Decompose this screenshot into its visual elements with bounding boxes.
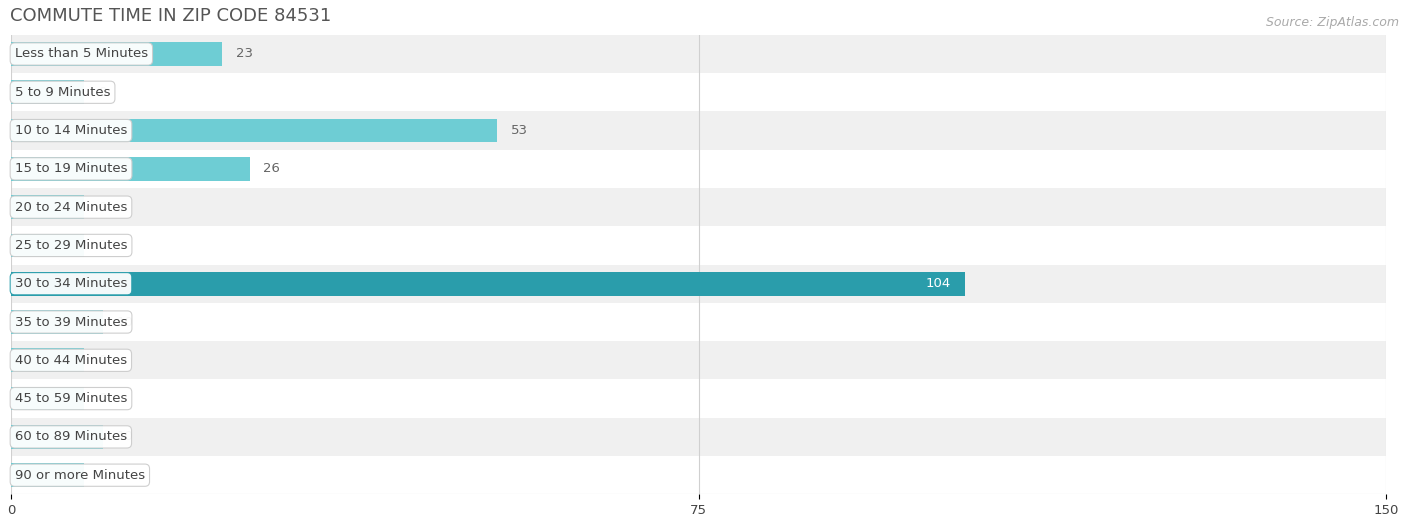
Text: 0: 0 — [98, 239, 107, 252]
Bar — [11, 272, 965, 296]
Bar — [11, 157, 249, 181]
Bar — [11, 310, 103, 334]
Bar — [11, 42, 222, 66]
Text: 0: 0 — [98, 354, 107, 367]
Text: 90 or more Minutes: 90 or more Minutes — [15, 468, 145, 482]
Bar — [11, 425, 103, 449]
Bar — [11, 348, 84, 372]
Text: 45 to 59 Minutes: 45 to 59 Minutes — [15, 392, 127, 405]
Text: 26: 26 — [263, 162, 280, 176]
Bar — [11, 150, 1386, 188]
Bar — [11, 341, 1386, 379]
Text: 23: 23 — [236, 48, 253, 60]
Bar — [11, 265, 1386, 303]
Text: 0: 0 — [98, 201, 107, 214]
Text: 20 to 24 Minutes: 20 to 24 Minutes — [15, 201, 127, 214]
Bar — [11, 73, 1386, 112]
Text: COMMUTE TIME IN ZIP CODE 84531: COMMUTE TIME IN ZIP CODE 84531 — [10, 7, 330, 25]
Text: 0: 0 — [98, 86, 107, 99]
Text: 0: 0 — [98, 392, 107, 405]
Text: 35 to 39 Minutes: 35 to 39 Minutes — [15, 315, 128, 329]
Bar — [11, 112, 1386, 150]
Text: 53: 53 — [510, 124, 527, 137]
Bar — [11, 463, 84, 487]
Bar — [11, 226, 1386, 265]
Text: 40 to 44 Minutes: 40 to 44 Minutes — [15, 354, 127, 367]
Bar — [11, 119, 498, 143]
Text: 0: 0 — [98, 468, 107, 482]
Bar — [11, 418, 1386, 456]
Text: 5 to 9 Minutes: 5 to 9 Minutes — [15, 86, 110, 99]
Text: 60 to 89 Minutes: 60 to 89 Minutes — [15, 430, 127, 443]
Text: 104: 104 — [925, 277, 950, 290]
Bar — [11, 35, 1386, 73]
Text: 25 to 29 Minutes: 25 to 29 Minutes — [15, 239, 128, 252]
Bar — [11, 234, 84, 257]
Text: 10: 10 — [117, 315, 134, 329]
Text: 15 to 19 Minutes: 15 to 19 Minutes — [15, 162, 128, 176]
Bar — [11, 188, 1386, 226]
Bar — [11, 80, 84, 104]
Text: Less than 5 Minutes: Less than 5 Minutes — [15, 48, 148, 60]
Bar — [11, 195, 84, 219]
Bar — [11, 387, 84, 410]
Bar — [11, 456, 1386, 494]
Text: 10 to 14 Minutes: 10 to 14 Minutes — [15, 124, 127, 137]
Text: 30 to 34 Minutes: 30 to 34 Minutes — [15, 277, 127, 290]
Text: Source: ZipAtlas.com: Source: ZipAtlas.com — [1265, 16, 1399, 29]
Bar — [11, 379, 1386, 418]
Bar — [11, 303, 1386, 341]
Text: 10: 10 — [117, 430, 134, 443]
